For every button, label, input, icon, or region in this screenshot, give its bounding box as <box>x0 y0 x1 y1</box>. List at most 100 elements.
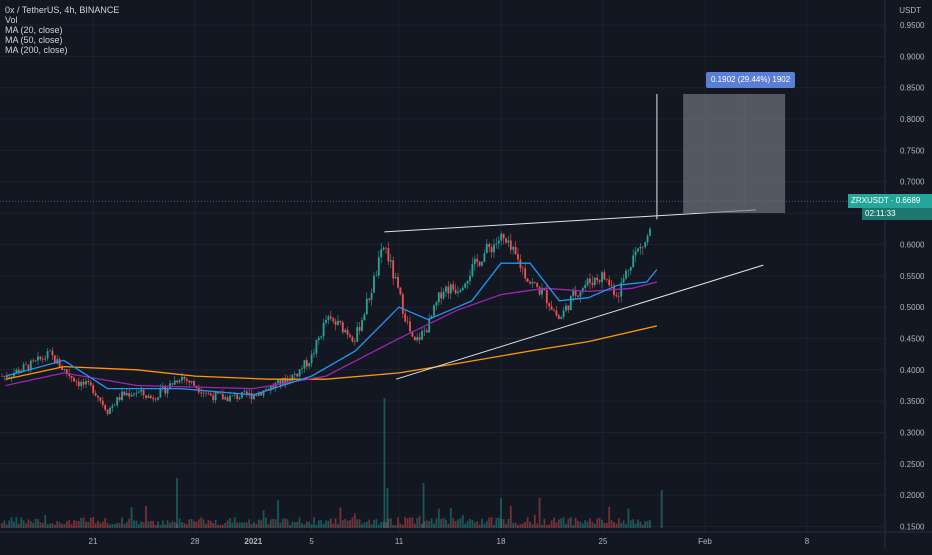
volume-bar <box>152 521 155 528</box>
volume-bar <box>553 517 555 528</box>
price-axis-unit[interactable]: USDT <box>899 6 921 15</box>
legend-ma50[interactable]: MA (50, close) <box>5 35 63 45</box>
candle-body <box>178 380 181 383</box>
volume-bar <box>394 524 397 528</box>
x-tick-label: Feb <box>698 537 712 546</box>
volume-bar <box>514 522 517 528</box>
volume-bar <box>375 519 378 528</box>
volume-bar <box>574 517 577 528</box>
legend-vol[interactable]: Vol <box>5 15 18 25</box>
candle-body <box>526 278 529 282</box>
ma20-line <box>5 262 658 396</box>
volume-bar <box>140 521 143 528</box>
candle-body <box>166 388 169 394</box>
candle-body <box>476 258 479 262</box>
candle-body <box>34 360 37 362</box>
legend-title[interactable]: 0x / TetherUS, 4h, BINANCE <box>5 5 120 15</box>
volume-bar <box>334 518 337 528</box>
volume-bar <box>101 521 104 528</box>
x-tick-label: 25 <box>599 537 608 546</box>
candle-body <box>389 260 392 262</box>
candle-body <box>10 376 13 378</box>
volume-bar <box>219 524 222 528</box>
volume-bar <box>361 524 363 528</box>
candle-body <box>485 243 488 254</box>
volume-bar <box>53 524 56 528</box>
volume-bar <box>536 523 539 528</box>
volume-bar <box>346 520 349 528</box>
candle-body <box>346 329 349 335</box>
volume-bar <box>229 517 231 528</box>
candle-body <box>536 283 539 288</box>
volume-bar <box>416 517 419 528</box>
volume-bar <box>581 523 584 528</box>
candle-body <box>226 397 229 402</box>
candle-body <box>454 289 457 294</box>
candle-body <box>245 391 248 396</box>
candle-body <box>32 360 35 362</box>
candle-body <box>603 272 606 280</box>
volume-bar <box>649 519 651 528</box>
volume-bar <box>500 498 502 528</box>
candle-body <box>39 356 42 360</box>
resistance-trendline[interactable] <box>384 209 757 233</box>
volume-bar <box>562 517 565 528</box>
legend-ma20[interactable]: MA (20, close) <box>5 25 63 35</box>
volume-bar <box>593 523 596 528</box>
volume-bar <box>253 522 255 528</box>
candle-body <box>329 316 332 319</box>
candle-body <box>596 277 599 281</box>
volume-bar <box>39 522 42 528</box>
legend-ma200[interactable]: MA (200, close) <box>5 45 68 55</box>
candle-body <box>608 279 611 286</box>
candle-body <box>416 337 419 341</box>
volume-bar <box>173 522 176 528</box>
candle-body <box>317 337 320 341</box>
candle-body <box>82 381 85 385</box>
candle-body <box>185 378 188 381</box>
volume-bar <box>20 517 23 528</box>
volume-bar <box>389 518 392 528</box>
volume-bar <box>373 520 375 528</box>
measure-label[interactable]: 0.1902 (29.44%) 1902 <box>706 72 796 88</box>
volume-bar <box>197 519 200 528</box>
y-tick-label: 0.8000 <box>900 115 925 124</box>
candle-body <box>137 391 140 393</box>
candle-body <box>133 393 135 395</box>
volume-bar <box>591 521 594 528</box>
volume-bar <box>317 520 320 528</box>
volume-bar <box>641 524 644 528</box>
volume-bar <box>202 519 205 528</box>
support-trendline[interactable] <box>395 264 764 380</box>
volume-bar <box>77 521 80 528</box>
candle-body <box>27 364 30 371</box>
candle-body <box>142 389 145 396</box>
volume-bar <box>586 521 589 528</box>
volume-bar <box>217 524 219 528</box>
candle-body <box>281 378 284 386</box>
volume-bar <box>200 517 203 528</box>
candle-body <box>221 393 224 400</box>
volume-bar <box>627 508 630 528</box>
candle-body <box>296 373 299 377</box>
candle-body <box>639 246 642 249</box>
volume-bar <box>37 519 39 528</box>
volume-bar <box>339 507 342 528</box>
candle-body <box>637 248 639 252</box>
volume-bar <box>94 523 97 528</box>
volume-bar <box>121 517 123 528</box>
volume-bar <box>15 517 18 528</box>
candle-body <box>365 298 368 315</box>
candle-body <box>202 392 205 394</box>
candle-body <box>217 392 219 394</box>
candle-body <box>22 364 25 371</box>
candle-body <box>581 288 584 292</box>
volume-bar <box>445 519 447 528</box>
candle-body <box>394 277 397 279</box>
candle-body <box>277 379 279 384</box>
target-box[interactable] <box>683 93 786 214</box>
candle-body <box>445 286 447 292</box>
candle-body <box>553 309 555 311</box>
